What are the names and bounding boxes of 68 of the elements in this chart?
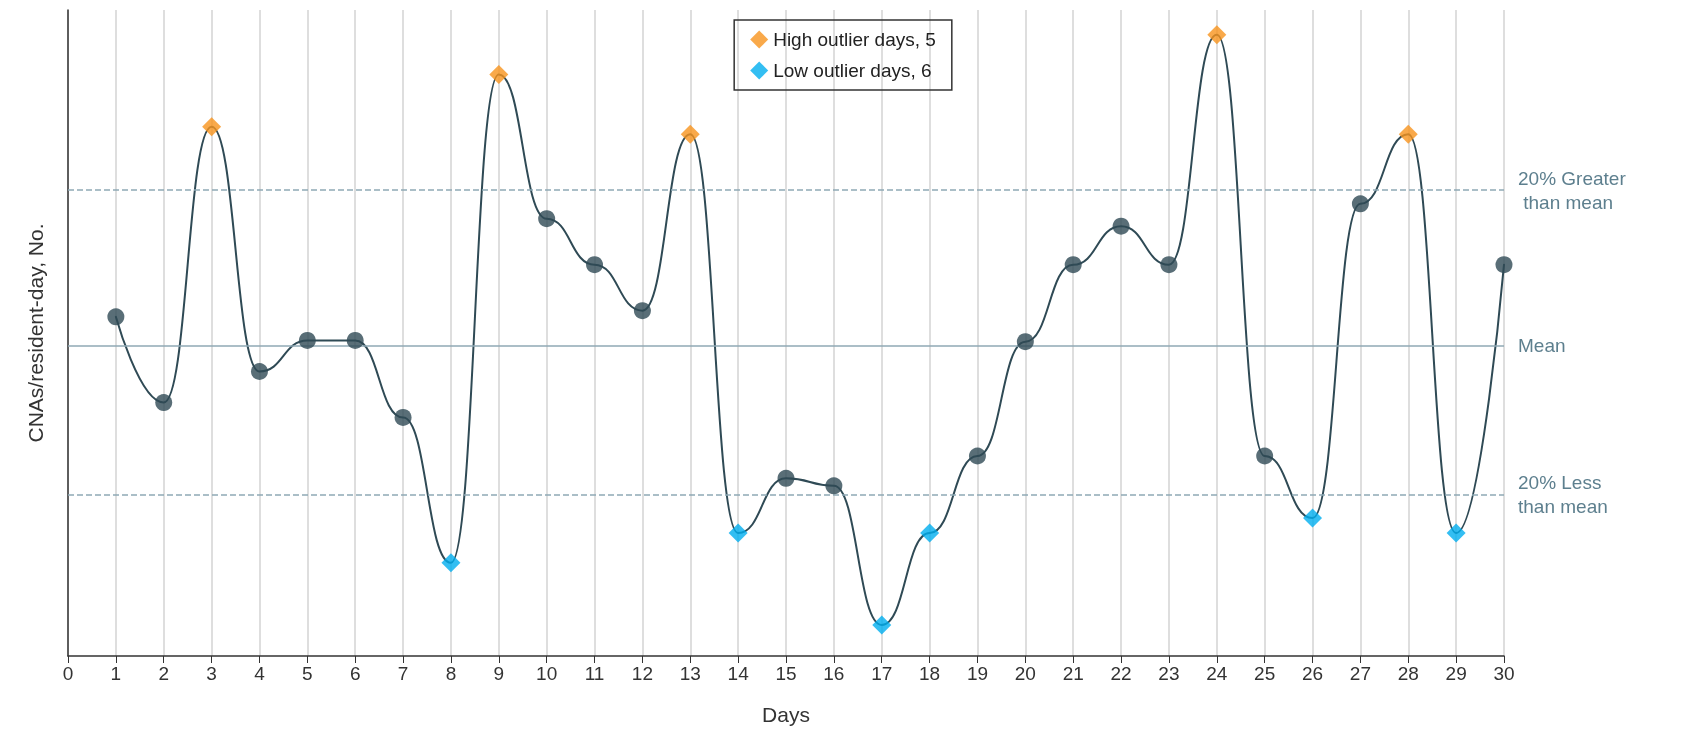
- point: [298, 331, 316, 349]
- x-tick-label: 18: [919, 663, 941, 684]
- x-tick-label: 22: [1110, 663, 1132, 684]
- ref-line-label: Mean: [1518, 334, 1566, 356]
- point: [107, 308, 125, 326]
- x-tick-label: 23: [1158, 663, 1180, 684]
- point: [1446, 523, 1466, 543]
- x-tick-label: 14: [727, 663, 750, 684]
- point: [1351, 195, 1369, 213]
- point: [538, 210, 556, 228]
- x-tick-label: 0: [62, 663, 74, 684]
- point: [394, 408, 412, 426]
- point: [489, 65, 509, 85]
- point: [1303, 508, 1323, 528]
- x-tick-label: 5: [302, 663, 313, 684]
- x-tick-label: 1: [110, 663, 122, 684]
- x-tick-label: 2: [158, 663, 170, 684]
- point: [872, 615, 892, 635]
- x-tick-label: 24: [1206, 663, 1228, 684]
- y-axis-title: CNAs/resident-day, No.: [24, 223, 47, 443]
- x-tick-label: 28: [1397, 663, 1419, 684]
- point: [728, 523, 748, 543]
- x-tick-label: 6: [349, 663, 361, 684]
- x-tick-label: 3: [206, 663, 217, 684]
- point: [1398, 124, 1418, 144]
- ref-line-label: 20% Less than mean: [1518, 472, 1608, 517]
- x-axis-title: Days: [762, 703, 810, 726]
- x-tick-label: 13: [679, 663, 701, 684]
- point: [825, 477, 843, 495]
- x-tick-label: 26: [1301, 663, 1324, 684]
- point: [633, 302, 651, 320]
- point: [1160, 256, 1178, 274]
- x-tick-label: 7: [397, 663, 409, 684]
- x-tick-label: 12: [631, 663, 653, 684]
- x-tick-label: 19: [966, 663, 989, 684]
- point: [202, 117, 222, 137]
- point: [1112, 217, 1130, 235]
- point: [1256, 447, 1274, 465]
- legend-label: Low outlier days, 6: [773, 60, 932, 81]
- point: [441, 553, 461, 573]
- point: [586, 256, 604, 274]
- legend-label: High outlier days, 5: [773, 29, 936, 50]
- ref-line-label: 20% Greater than mean: [1518, 167, 1627, 213]
- x-tick-label: 27: [1349, 663, 1371, 684]
- point: [1495, 256, 1513, 274]
- x-tick-label: 15: [775, 663, 797, 684]
- point: [155, 394, 173, 412]
- point: [777, 469, 795, 487]
- x-tick-label: 25: [1254, 663, 1276, 684]
- x-tick-label: 16: [823, 663, 845, 684]
- x-tick-label: 4: [254, 663, 266, 684]
- point: [920, 523, 940, 543]
- x-tick-label: 10: [536, 663, 558, 684]
- point: [680, 124, 700, 144]
- x-tick-label: 29: [1445, 663, 1467, 684]
- x-tick-label: 21: [1062, 663, 1084, 684]
- point: [1064, 256, 1082, 274]
- x-tick-label: 11: [584, 663, 605, 684]
- point: [250, 363, 268, 381]
- x-tick-label: 30: [1493, 663, 1515, 684]
- point: [968, 447, 986, 465]
- point: [1016, 333, 1034, 351]
- point: [346, 331, 364, 349]
- x-tick-label: 17: [871, 663, 893, 684]
- x-tick-label: 20: [1014, 663, 1036, 684]
- x-tick-label: 8: [445, 663, 457, 684]
- x-tick-label: 9: [493, 663, 505, 684]
- point: [1207, 25, 1227, 45]
